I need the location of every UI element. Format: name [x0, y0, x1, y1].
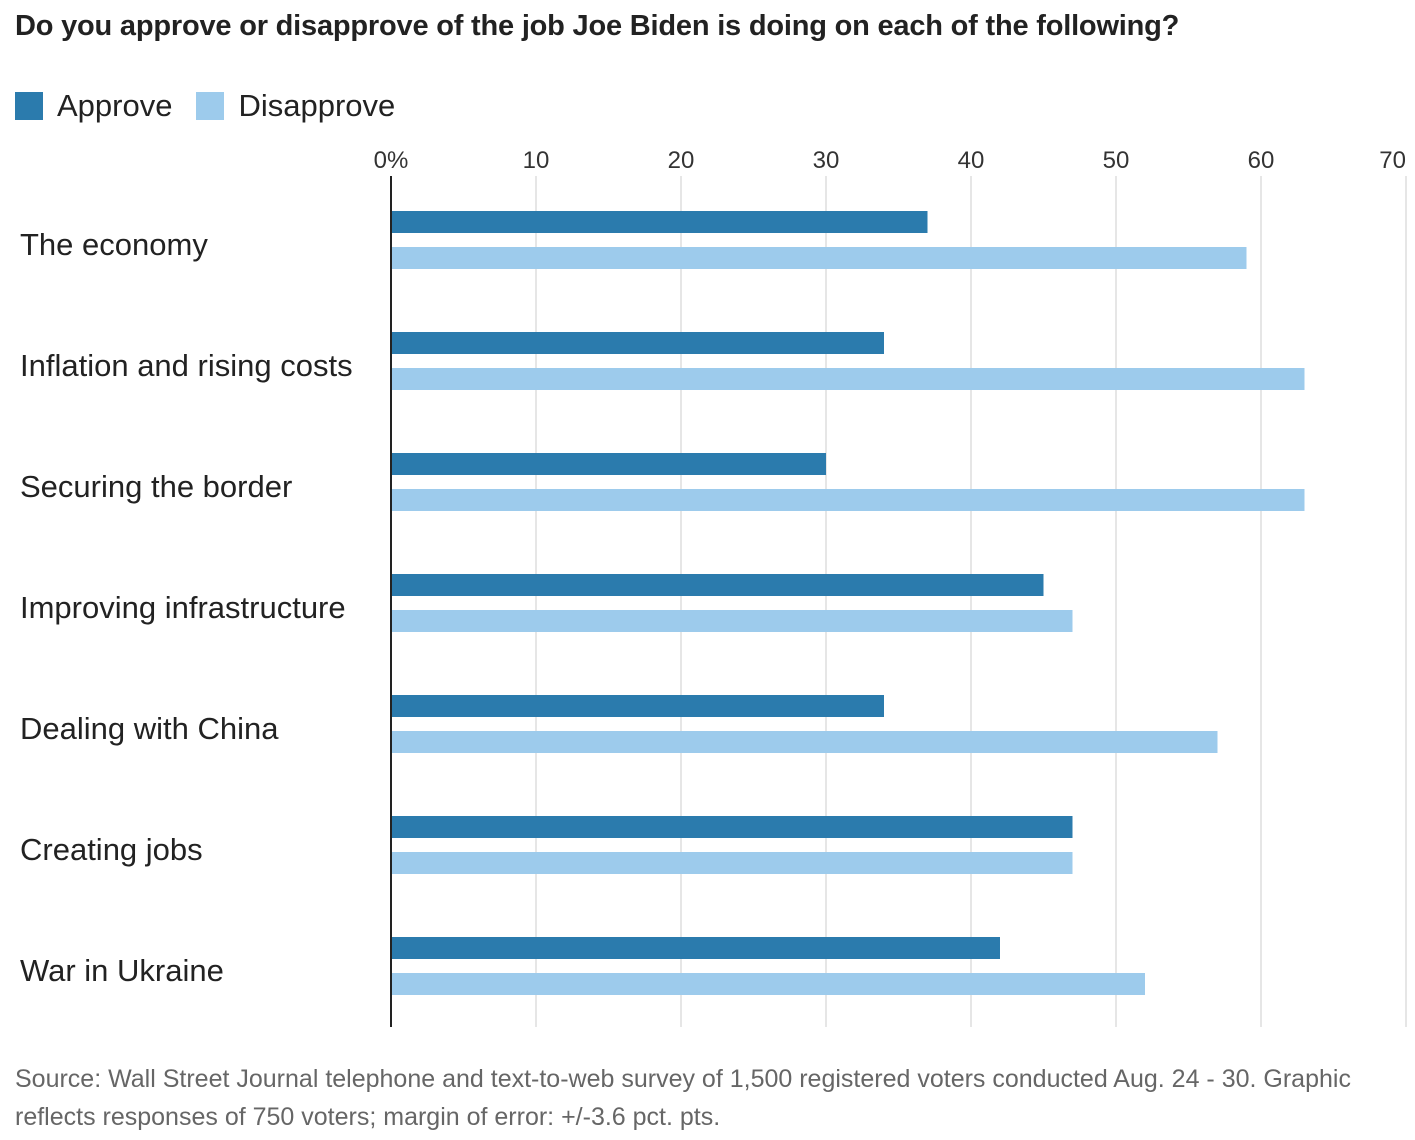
legend-swatch-disapprove — [196, 92, 225, 120]
legend-label-approve: Approve — [57, 88, 173, 123]
x-tick-label: 20 — [668, 147, 695, 174]
bar-disapprove — [391, 368, 1305, 390]
category-label: Creating jobs — [20, 832, 203, 867]
x-tick-label: 50 — [1103, 147, 1130, 174]
source-note: Source: Wall Street Journal telephone an… — [15, 1065, 1351, 1131]
chart-title: Do you approve or disapprove of the job … — [15, 10, 1180, 42]
bar-disapprove — [391, 973, 1145, 995]
x-tick-label: 30 — [813, 147, 840, 174]
bar-disapprove — [391, 610, 1073, 632]
bar-approve — [391, 816, 1073, 838]
bar-chart: 0% 10 20 30 40 50 60 70 The economy Inflation and… — [20, 147, 1407, 1027]
legend-swatch-approve — [15, 92, 43, 120]
bar-disapprove — [391, 731, 1218, 753]
bar-approve — [391, 453, 826, 475]
bar-approve — [391, 332, 884, 354]
category-label: Securing the border — [20, 469, 292, 504]
bar-disapprove — [391, 247, 1247, 269]
x-tick-label: 10 — [523, 147, 550, 174]
bar-approve — [391, 574, 1044, 596]
legend: Approve Disapprove — [15, 86, 419, 126]
category-label: Improving infrastructure — [20, 590, 346, 625]
category-label: The economy — [20, 227, 208, 262]
legend-item-approve: Approve — [15, 88, 172, 124]
x-tick-label: 60 — [1248, 147, 1275, 174]
legend-item-disapprove: Disapprove — [196, 88, 395, 124]
bar-approve — [391, 937, 1000, 959]
category-label: Dealing with China — [20, 711, 279, 746]
bar-approve — [391, 695, 884, 717]
category-label: War in Ukraine — [20, 953, 224, 988]
bar-disapprove — [391, 489, 1305, 511]
category-label: Inflation and rising costs — [20, 348, 353, 383]
x-tick-label: 40 — [958, 147, 985, 174]
bar-approve — [391, 211, 928, 233]
x-tick-label: 70 — [1379, 147, 1406, 174]
bar-disapprove — [391, 852, 1073, 874]
x-tick-label: 0% — [374, 147, 409, 174]
legend-label-disapprove: Disapprove — [238, 88, 396, 123]
